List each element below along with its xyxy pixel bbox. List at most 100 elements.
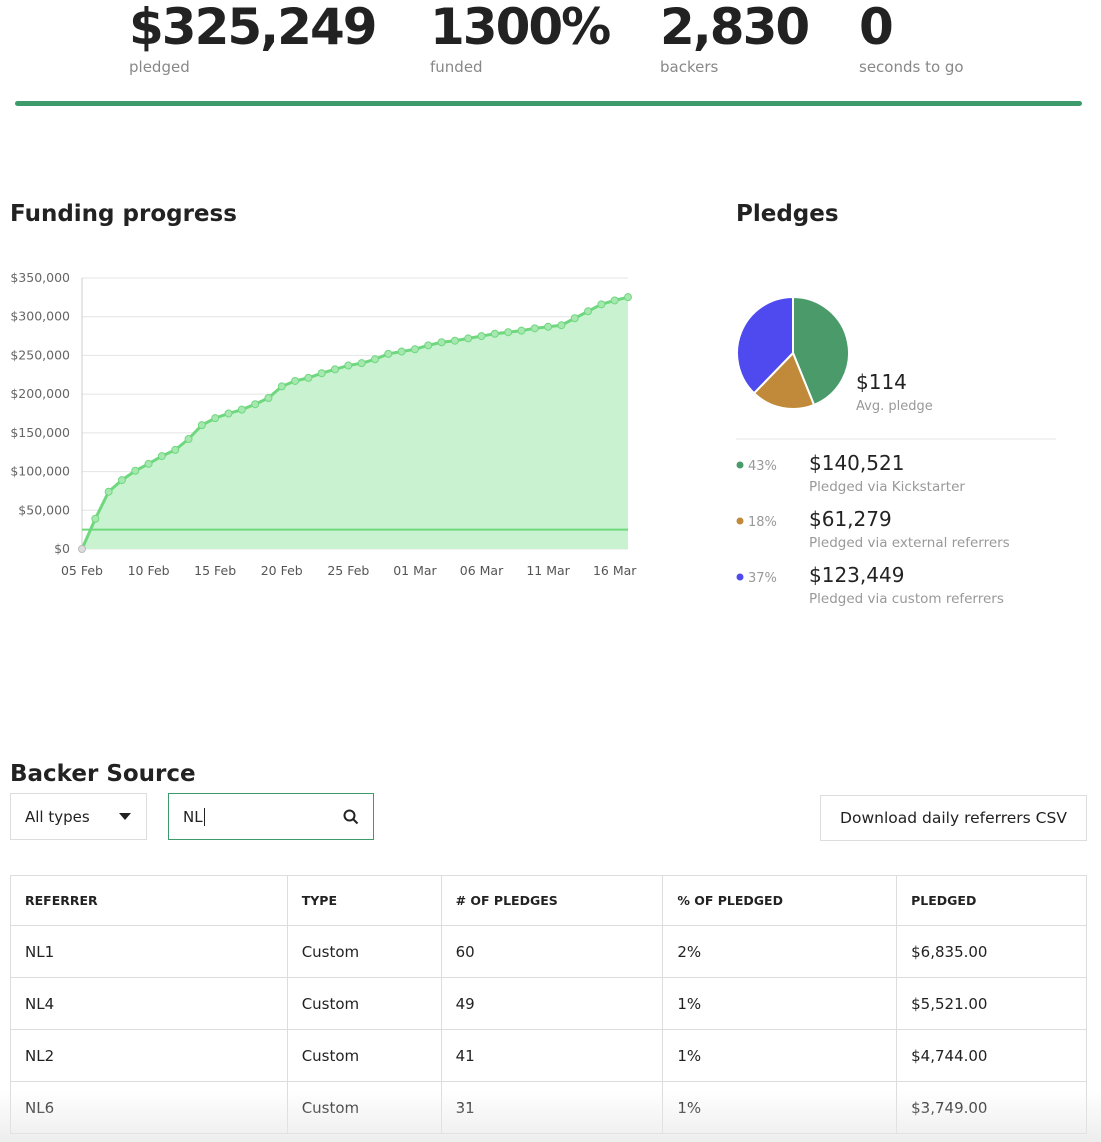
- point: [570, 314, 579, 323]
- point: [197, 421, 206, 430]
- point: [131, 466, 140, 475]
- column-header: % OF PLEDGED: [662, 875, 898, 926]
- table-cell: Custom: [286, 977, 442, 1030]
- legend-percent: 18%: [748, 515, 777, 530]
- point: [144, 459, 153, 468]
- table-row: NL2 Custom 41 1% $4,744.00: [10, 1029, 1087, 1082]
- legend-amount: $123,449: [809, 563, 904, 587]
- stat-value: 1300%: [430, 0, 611, 56]
- point: [584, 307, 593, 316]
- legend-dot: [736, 461, 744, 469]
- table-cell: 60: [440, 925, 664, 978]
- y-tick-label: $200,000: [10, 386, 70, 401]
- charts: $0 $50,000 $100,000 $150,000 $200,000 $250,00…: [10, 270, 1056, 607]
- point: [357, 359, 366, 368]
- y-tick-label: $150,000: [10, 425, 70, 440]
- y-tick-label: $350,000: [10, 270, 70, 285]
- area: [82, 297, 628, 549]
- scroll-fade: [0, 1090, 1101, 1142]
- type-dropdown[interactable]: All types: [10, 793, 147, 840]
- stat-label: pledged: [129, 58, 190, 76]
- point: [224, 409, 233, 418]
- point: [251, 400, 260, 409]
- section-title: Backer Source: [10, 761, 196, 787]
- legend-percent: 43%: [748, 459, 777, 474]
- y-tick-label: $50,000: [18, 502, 70, 517]
- column-header: # OF PLEDGES: [440, 875, 664, 926]
- point: [237, 405, 246, 414]
- point: [490, 329, 499, 338]
- point: [410, 345, 419, 354]
- stat-value: $325,249: [129, 0, 378, 56]
- dropdown-value: All types: [25, 807, 90, 826]
- point: [597, 300, 606, 309]
- stat-label: funded: [430, 58, 483, 76]
- point: [331, 365, 340, 374]
- x-tick-label: 01 Mar: [393, 563, 437, 578]
- table-cell: 49: [440, 977, 664, 1030]
- legend-amount: $140,521: [809, 451, 904, 475]
- legend-label: Pledged via external referrers: [809, 535, 1010, 551]
- table-cell: $5,521.00: [896, 977, 1087, 1030]
- point: [171, 445, 180, 454]
- section-title: Funding progress: [10, 201, 237, 227]
- point: [264, 394, 273, 403]
- point: [610, 296, 619, 305]
- stat-value: 2,830: [660, 0, 810, 56]
- column-header: PLEDGED: [896, 875, 1087, 926]
- stat-label: backers: [660, 58, 719, 76]
- table-cell: 1%: [662, 977, 898, 1030]
- table-cell: Custom: [286, 1029, 442, 1082]
- column-header: REFERRER: [10, 875, 288, 926]
- x-tick-label: 15 Feb: [194, 563, 236, 578]
- point: [517, 326, 526, 335]
- point: [78, 545, 86, 553]
- x-tick-label: 10 Feb: [128, 563, 170, 578]
- point: [530, 324, 539, 333]
- point: [464, 334, 473, 343]
- search-text: NL: [183, 807, 203, 826]
- y-tick-label: $300,000: [10, 309, 70, 324]
- table-cell: $6,835.00: [896, 925, 1087, 978]
- legend-amount: $61,279: [809, 507, 892, 531]
- table-cell: NL2: [10, 1029, 288, 1082]
- point: [544, 322, 553, 331]
- legend-dot: [736, 517, 744, 525]
- table-cell: NL1: [10, 925, 288, 978]
- point: [437, 338, 446, 347]
- section-title: Pledges: [736, 201, 839, 227]
- x-tick-label: 20 Feb: [261, 563, 303, 578]
- header-row: REFERRER TYPE # OF PLEDGES% OF PLEDGED PLED…: [10, 875, 1087, 926]
- point: [291, 376, 300, 385]
- point: [397, 347, 406, 356]
- point: [344, 361, 353, 370]
- download-button[interactable]: Download daily referrers CSV: [820, 795, 1087, 841]
- legend-dot: [736, 573, 744, 581]
- x-tick-label: 11 Mar: [526, 563, 570, 578]
- point: [624, 293, 632, 302]
- point: [317, 369, 326, 378]
- search-input[interactable]: NL: [168, 793, 374, 840]
- point: [370, 355, 379, 364]
- x-tick-label: 16 Mar: [593, 563, 637, 578]
- legend-percent: 37%: [748, 571, 777, 586]
- y-tick-label: $0: [54, 541, 70, 556]
- point: [384, 349, 393, 358]
- point: [91, 514, 100, 523]
- point: [117, 476, 126, 485]
- x-tick-label: 06 Mar: [460, 563, 504, 578]
- y-tick-label: $100,000: [10, 464, 70, 479]
- pie-slice: [792, 295, 850, 407]
- table-row: NL4 Custom 49 1% $5,521.00: [10, 977, 1087, 1030]
- point: [304, 373, 313, 382]
- table-cell: 2%: [662, 925, 898, 978]
- stat-value: 0: [859, 0, 894, 56]
- caret: [119, 812, 131, 820]
- avg-value: $114: [856, 370, 907, 394]
- point: [477, 332, 486, 341]
- column-header: TYPE: [286, 875, 442, 926]
- table-cell: $4,744.00: [896, 1029, 1087, 1082]
- point: [104, 487, 113, 496]
- x-tick-label: 05 Feb: [61, 563, 103, 578]
